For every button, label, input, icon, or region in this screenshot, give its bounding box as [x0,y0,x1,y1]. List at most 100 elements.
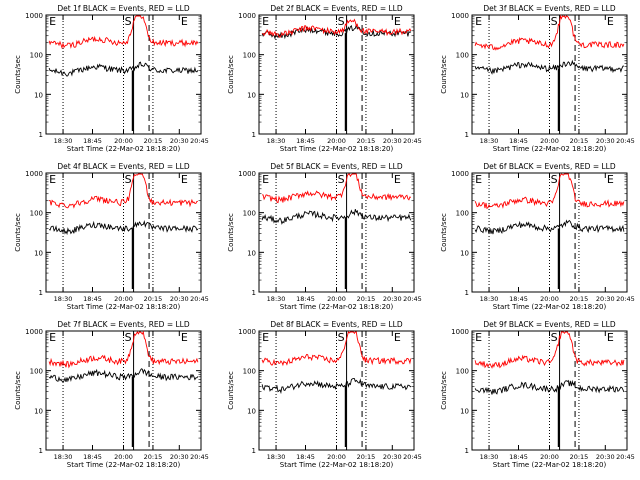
y-tick-label: 10 [34,91,43,99]
s-marker: S [338,15,345,28]
y-tick-label: 1000 [25,12,43,20]
s-marker: S [551,173,558,186]
panel-title: Det 1f BLACK = Events, RED = LLD [57,4,190,13]
e-start-marker: E [262,331,269,344]
panel-title: Det 4f BLACK = Events, RED = LLD [57,162,190,171]
s-marker: S [125,15,132,28]
x-tick-label: 20:00 [327,137,346,145]
e-end-marker: E [394,15,401,28]
lld-series-line [474,331,625,369]
s-marker: S [125,331,132,344]
x-tick-label: 20:15 [144,295,163,303]
y-tick-label: 1000 [25,170,43,178]
x-tick-label: 18:30 [480,453,499,461]
y-tick-label: 1 [39,131,43,139]
x-tick-label: 20:30 [596,295,615,303]
y-axis-label: Counts/sec [440,55,448,94]
x-axis-label: Start Time (22-Mar-02 18:18:20) [67,145,181,153]
x-tick-label: 20:45 [403,453,422,461]
x-tick-label: 20:00 [540,137,559,145]
e-start-marker: E [262,15,269,28]
x-axis-label: Start Time (22-Mar-02 18:18:20) [493,461,607,469]
y-tick-label: 1 [465,447,469,455]
e-end-marker: E [181,331,188,344]
x-tick-label: 20:30 [596,137,615,145]
x-tick-label: 18:45 [83,137,102,145]
events-series-line [474,379,625,395]
x-axis-label: Start Time (22-Mar-02 18:18:20) [493,145,607,153]
x-tick-label: 20:45 [190,295,209,303]
x-axis-label: Start Time (22-Mar-02 18:18:20) [280,145,394,153]
plot-frame [45,172,202,293]
y-tick-label: 100 [243,52,256,60]
lld-series-line [48,15,199,50]
e-start-marker: E [49,331,56,344]
x-tick-label: 20:00 [114,295,133,303]
y-tick-label: 100 [30,52,43,60]
s-marker: S [338,331,345,344]
x-tick-label: 20:30 [383,453,402,461]
x-tick-label: 20:15 [144,453,163,461]
x-axis-label: Start Time (22-Mar-02 18:18:20) [280,461,394,469]
x-tick-label: 18:30 [54,295,73,303]
events-series-line [261,209,412,225]
x-tick-label: 20:15 [570,453,589,461]
x-axis-label: Start Time (22-Mar-02 18:18:20) [67,461,181,469]
y-tick-label: 100 [456,210,469,218]
y-tick-label: 1000 [238,328,256,336]
y-tick-label: 100 [30,368,43,376]
x-tick-label: 18:30 [54,137,73,145]
detector-panel: Det 5f BLACK = Events, RED = LLD 1 10 100 10… [227,162,422,311]
panel-title: Det 8f BLACK = Events, RED = LLD [270,320,403,329]
y-axis-label: Counts/sec [14,371,22,410]
detector-panel: Det 2f BLACK = Events, RED = LLD 1 10 100 10… [227,4,422,153]
x-tick-label: 18:30 [480,137,499,145]
x-tick-label: 18:45 [296,137,315,145]
y-tick-label: 1000 [238,170,256,178]
x-tick-label: 18:30 [480,295,499,303]
panel-title: Det 2f BLACK = Events, RED = LLD [270,4,403,13]
plot-frame [45,330,202,451]
x-tick-label: 18:45 [296,453,315,461]
x-tick-label: 20:15 [570,137,589,145]
x-tick-label: 18:30 [267,137,286,145]
s-marker: S [338,173,345,186]
lld-series-line [48,330,199,369]
x-tick-label: 18:45 [83,453,102,461]
plot-frame [258,330,415,451]
y-tick-label: 100 [456,368,469,376]
y-tick-label: 1000 [451,12,469,20]
x-tick-label: 20:00 [327,453,346,461]
lld-series-line [49,173,198,209]
y-axis-label: Counts/sec [440,213,448,252]
events-series-line [261,378,412,395]
e-start-marker: E [475,331,482,344]
plot-frame [258,172,415,293]
e-start-marker: E [475,173,482,186]
lld-series-line [474,14,625,51]
y-tick-label: 1 [39,447,43,455]
x-tick-label: 20:30 [170,453,189,461]
y-tick-label: 1000 [451,170,469,178]
x-tick-label: 20:00 [114,137,133,145]
x-tick-label: 18:30 [267,453,286,461]
y-axis-label: Counts/sec [14,213,22,252]
e-start-marker: E [49,15,56,28]
y-axis-label: Counts/sec [227,55,235,94]
y-tick-label: 1 [252,131,256,139]
e-start-marker: E [475,15,482,28]
x-tick-label: 18:45 [509,453,528,461]
s-marker: S [125,173,132,186]
e-end-marker: E [394,173,401,186]
y-tick-label: 1 [465,131,469,139]
panel-title: Det 5f BLACK = Events, RED = LLD [270,162,403,171]
x-tick-label: 20:45 [190,453,209,461]
x-tick-label: 20:00 [114,453,133,461]
e-end-marker: E [181,173,188,186]
lld-series-line [262,173,412,204]
x-axis-label: Start Time (22-Mar-02 18:18:20) [493,303,607,311]
events-series-line [48,61,199,77]
y-tick-label: 1 [252,447,256,455]
x-tick-label: 20:30 [383,137,402,145]
